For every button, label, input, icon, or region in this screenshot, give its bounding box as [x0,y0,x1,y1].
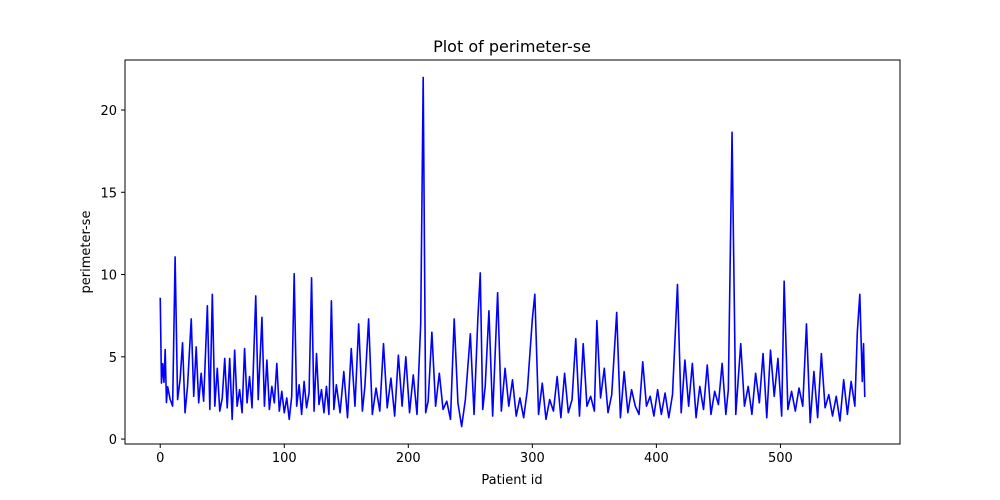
x-tick-label: 200 [396,451,421,466]
y-axis-label: perimeter-se [79,211,94,294]
y-tick-label: 0 [109,433,117,448]
x-tick-label: 300 [520,451,545,466]
line [159,76,866,428]
x-tick-label: 100 [272,451,297,466]
y-tick-label: 5 [109,351,117,366]
x-tick-label: 500 [768,451,793,466]
y-tick-label: 20 [100,104,117,119]
y-tick-label: 15 [100,186,117,201]
x-tick-label: 0 [156,451,164,466]
x-tick-label: 400 [644,451,669,466]
chart-title: Plot of perimeter-se [433,37,591,56]
x-axis-label: Patient id [481,473,542,488]
y-tick-label: 10 [100,269,117,284]
plot-frame [124,59,901,445]
